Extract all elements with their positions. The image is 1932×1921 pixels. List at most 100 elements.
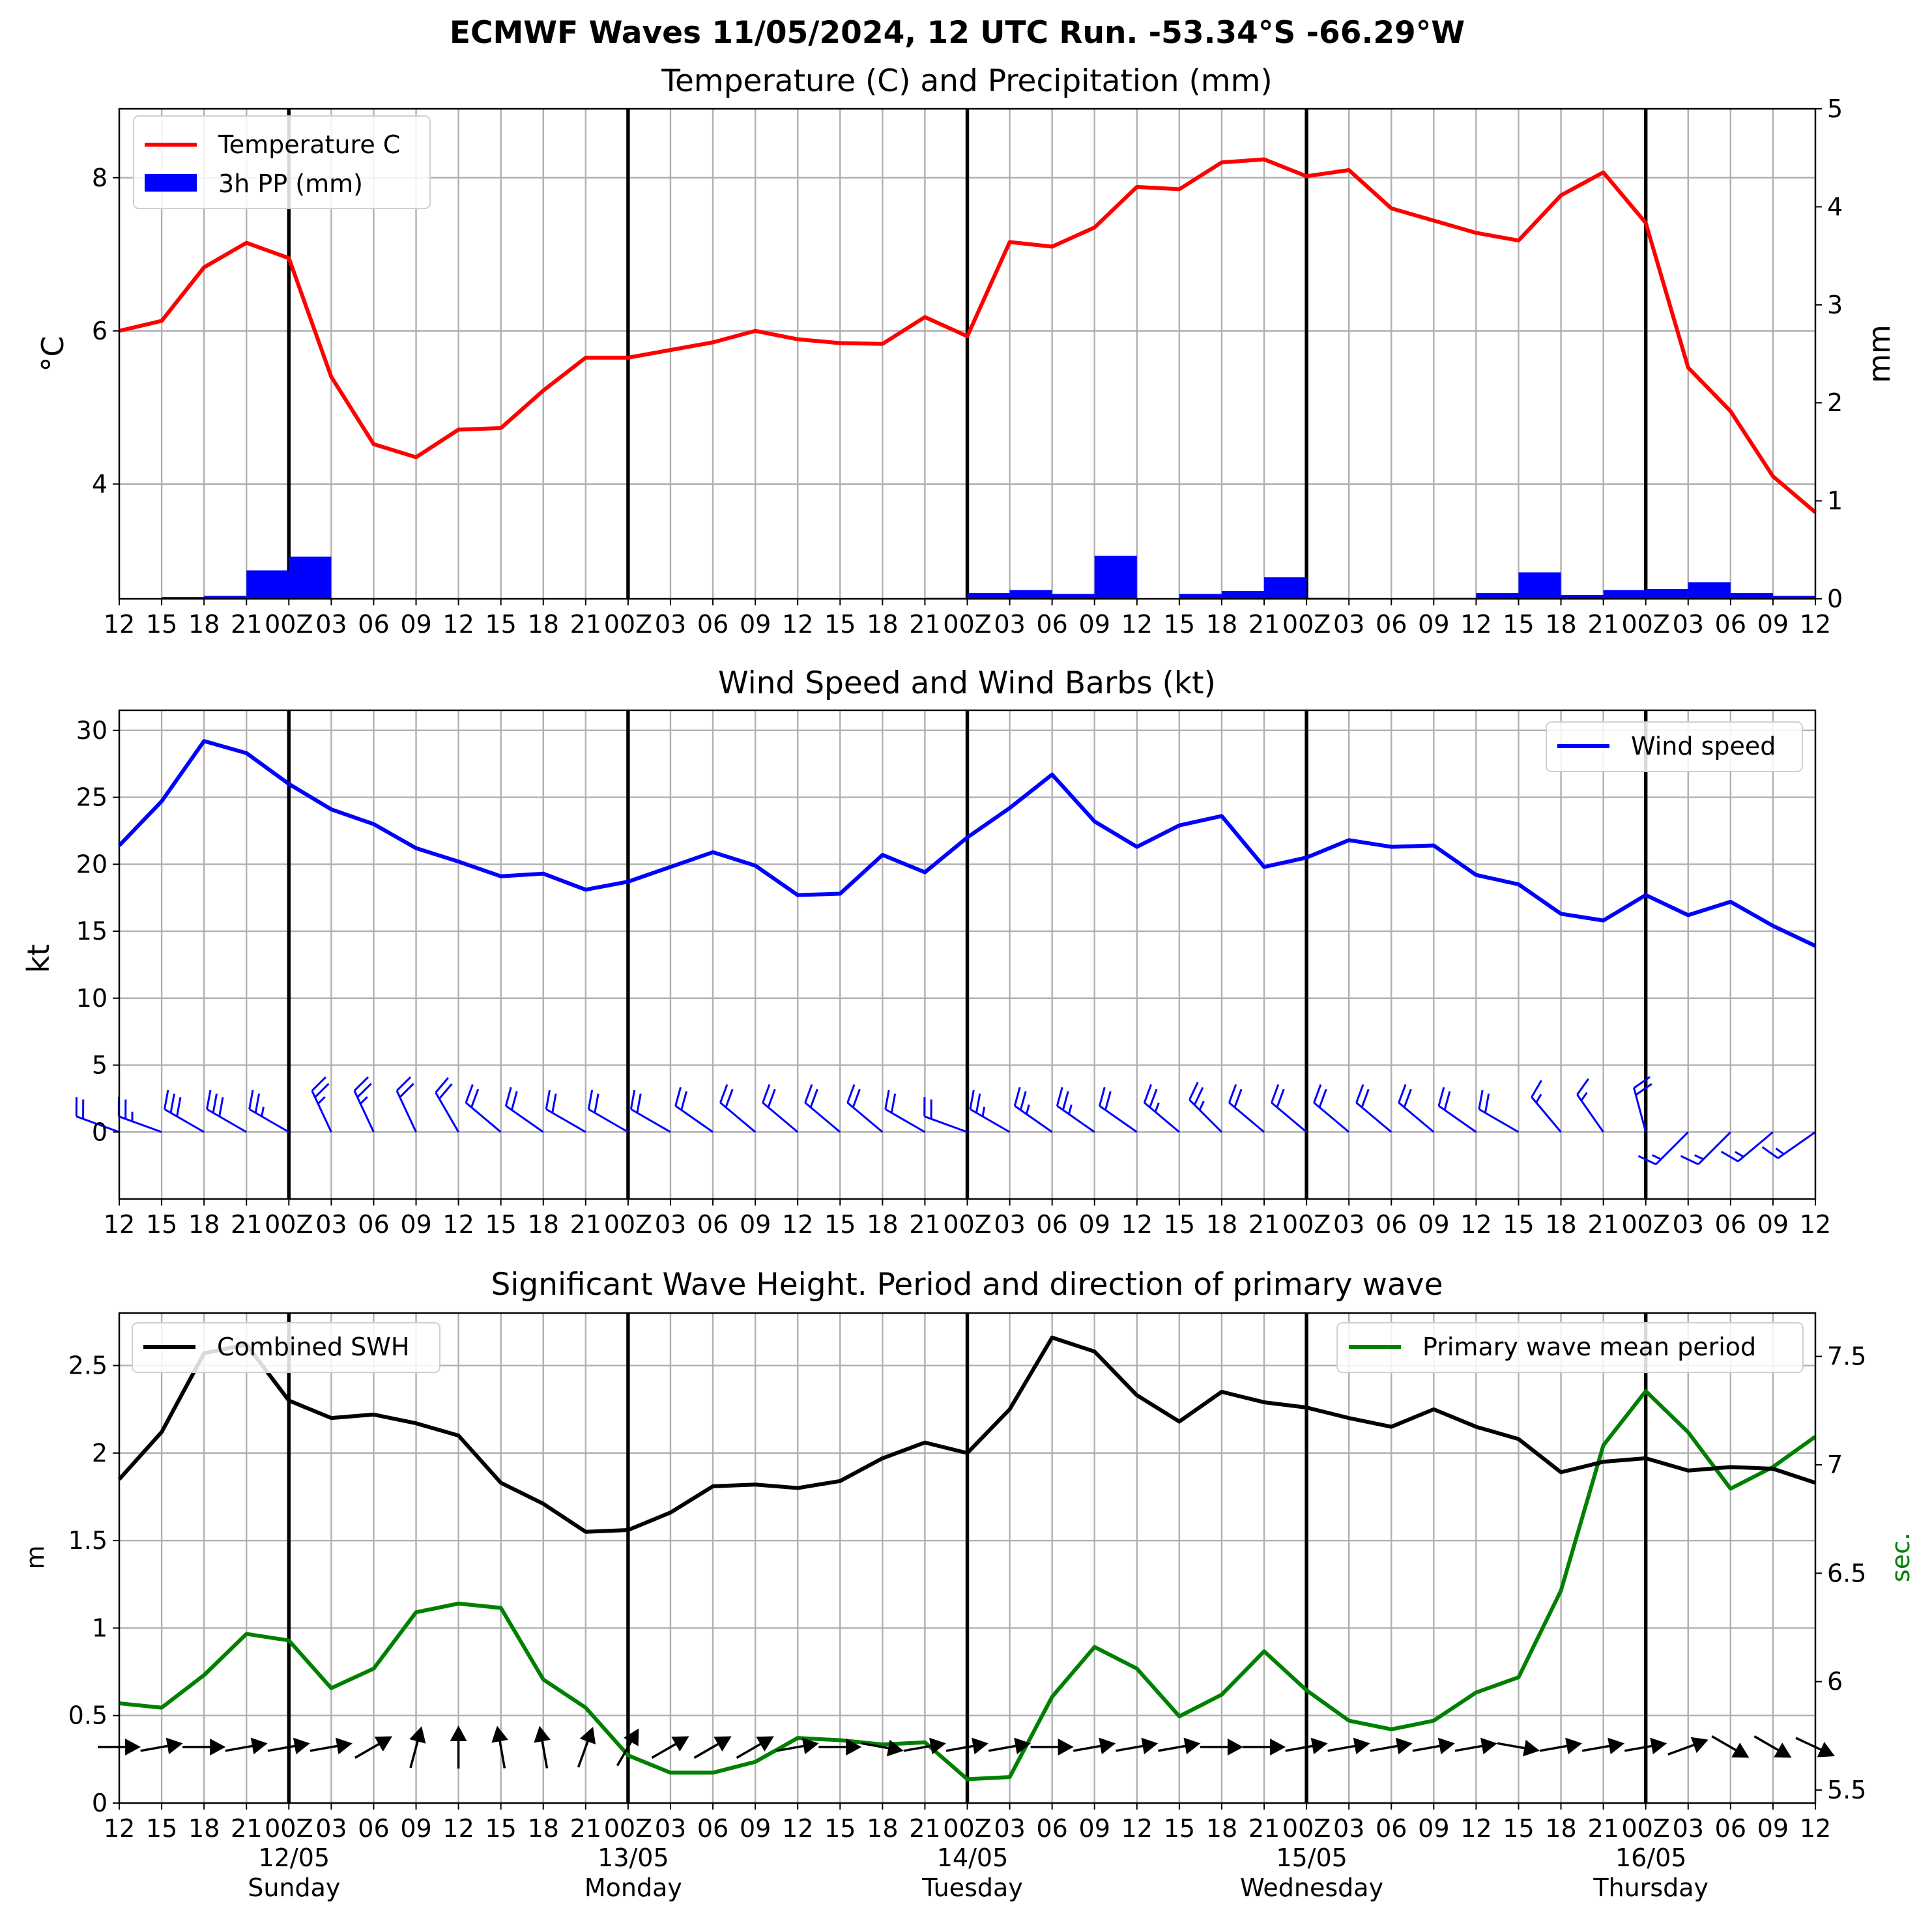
day-date-label: 13/05 [598, 1843, 669, 1872]
wind-barb [311, 1076, 332, 1133]
y-tick-label: 2.5 [68, 1351, 108, 1380]
x-tick-label: 21 [909, 1814, 940, 1843]
wind-barb [762, 1084, 799, 1133]
wind-barb-feather [1576, 1078, 1589, 1095]
x-tick-label: 09 [400, 1814, 431, 1843]
wind-barb-shaft [1056, 1105, 1095, 1133]
day-weekday-label: Thursday [1593, 1873, 1709, 1902]
wind-barb-feather [1099, 1087, 1106, 1106]
x-tick-label: 15 [146, 610, 177, 639]
wave-arrow-head [579, 1727, 596, 1745]
wind-panel-title: Wind Speed and Wind Barbs (kt) [718, 665, 1216, 701]
wind-barb-feather [1355, 1084, 1364, 1103]
x-tick-label: 18 [188, 1814, 220, 1843]
wave-direction-arrow [776, 1737, 819, 1755]
wave-direction-arrow [450, 1726, 467, 1769]
y2-tick-label: 4 [1827, 192, 1843, 221]
wind-barb-feather [809, 1088, 818, 1108]
wind-barb-shaft [804, 1102, 841, 1133]
wind-barb-feather [1761, 1146, 1779, 1159]
x-tick-label: 18 [188, 1210, 220, 1239]
wave-arrow-head [671, 1736, 689, 1752]
wave-arrow-head [534, 1726, 551, 1743]
wind-barb-feather [884, 1090, 890, 1110]
wind-barb [719, 1084, 757, 1133]
wind-barb-feather [356, 1082, 372, 1098]
wind-barb-shaft [1099, 1105, 1138, 1133]
day-date-label: 12/05 [259, 1843, 330, 1872]
x-tick-label: 00Z [1622, 1814, 1670, 1843]
wave-direction-arrow [903, 1737, 946, 1755]
wind-barb-feather [551, 1093, 557, 1114]
wind-barb-shaft [588, 1108, 629, 1133]
period-legend: Primary wave mean period [1336, 1322, 1804, 1373]
wave-direction-arrow [1200, 1739, 1243, 1756]
wind-barb-feather [725, 1088, 734, 1108]
wave-direction-arrow [988, 1737, 1031, 1755]
wind-barb-shaft [76, 1115, 120, 1133]
x-tick-label: 21 [1587, 610, 1619, 639]
wind-barb-shaft [1228, 1102, 1265, 1133]
precip-bar [162, 596, 205, 599]
wave-direction-arrow [693, 1736, 732, 1759]
wind-barb-shaft [1633, 1088, 1647, 1133]
y2-tick-label: 5.5 [1827, 1776, 1866, 1804]
wind-barb [248, 1090, 290, 1133]
wind-plot-area [118, 709, 1817, 1200]
y-tick-label: 0 [92, 1789, 108, 1817]
wind-barb-feather [396, 1076, 412, 1091]
y-tick-label: 25 [76, 783, 108, 812]
wave-direction-arrow [861, 1739, 904, 1757]
wind-barb [804, 1084, 841, 1133]
precip-bar [1518, 572, 1561, 599]
wind-barb-feather [1019, 1091, 1027, 1110]
x-tick-label: 09 [1418, 1814, 1449, 1843]
wave-direction-arrow [409, 1726, 426, 1769]
wind-barb-shaft [1398, 1102, 1435, 1133]
wind-barb-feather [680, 1091, 688, 1110]
wind-barb-shaft [1531, 1096, 1562, 1133]
wind-barb [1013, 1087, 1053, 1133]
wind-barb-feather [1398, 1084, 1407, 1103]
wind-barb-shaft [1737, 1131, 1774, 1163]
x-tick-label: 03 [1333, 1210, 1364, 1239]
x-tick-label: 06 [1036, 1210, 1067, 1239]
x-tick-label: 15 [146, 1210, 177, 1239]
wind-barb-feather [594, 1093, 599, 1114]
x-tick-label: 21 [231, 1210, 262, 1239]
wave-arrow-head [1183, 1737, 1201, 1755]
wind-barb [504, 1087, 544, 1133]
wave-arrow-head [972, 1737, 988, 1755]
precip-bar [1688, 582, 1731, 599]
wind-barb [1056, 1087, 1095, 1133]
wind-barb [1531, 1080, 1562, 1133]
wave-direction-arrow [1243, 1739, 1286, 1756]
wave-direction-arrow [182, 1739, 226, 1756]
wind-legend-label: Wind speed [1631, 732, 1776, 760]
x-tick-label: 21 [909, 1210, 940, 1239]
x-tick-label: 12 [1121, 610, 1153, 639]
x-tick-label: 03 [655, 610, 686, 639]
wave-direction-arrow [140, 1737, 183, 1755]
x-tick-label: 15 [1503, 1210, 1534, 1239]
wind-barb-shaft [248, 1108, 290, 1133]
wind-barb-shaft [762, 1102, 799, 1133]
y2-tick-label: 0 [1827, 585, 1843, 613]
wind-barb-feather [314, 1082, 330, 1098]
wind-barb-feather [1276, 1088, 1285, 1108]
wind-barb-feather [438, 1083, 453, 1100]
x-tick-label: 06 [1036, 1814, 1067, 1843]
x-tick-label: 21 [570, 610, 601, 639]
wind-barb-feather [1361, 1088, 1370, 1108]
wind-barb-shaft [924, 1115, 968, 1133]
wind-barb [1143, 1084, 1180, 1133]
wave-direction-arrow [534, 1726, 551, 1769]
wave-direction-arrow [354, 1736, 393, 1759]
x-tick-label: 09 [740, 610, 771, 639]
wind-barb-shaft [1313, 1102, 1350, 1133]
wind-barb-shaft [435, 1091, 459, 1133]
x-tick-label: 15 [824, 610, 856, 639]
precip-bar [967, 592, 1010, 599]
wave-direction-arrow [1285, 1737, 1328, 1755]
y-tick-label: 0.5 [68, 1701, 108, 1730]
